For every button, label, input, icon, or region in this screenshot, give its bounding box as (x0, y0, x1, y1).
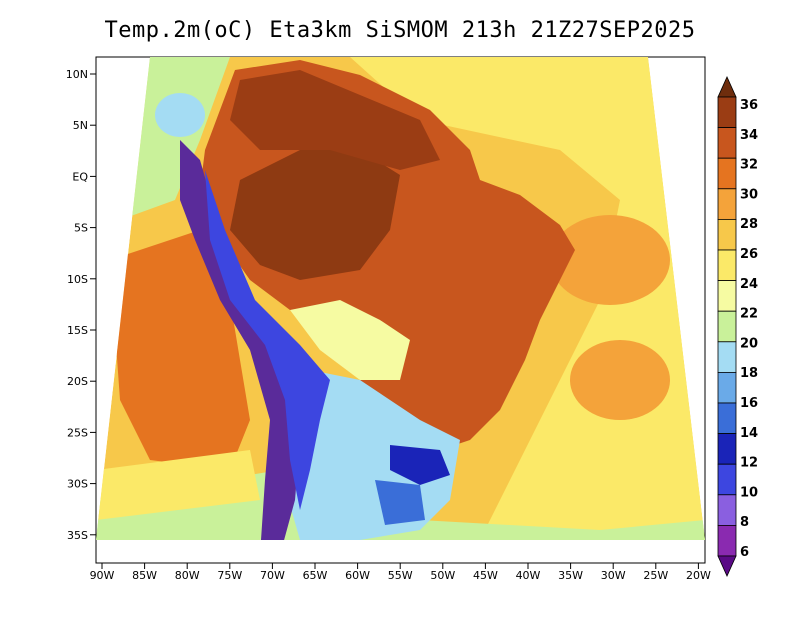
colorbar-label: 6 (740, 545, 749, 560)
pacific-light-blue (155, 93, 205, 137)
north-hot (230, 70, 440, 170)
andes-blue (205, 170, 330, 510)
colorbar-label: 30 (740, 187, 758, 202)
lat-label: 25S (67, 426, 88, 439)
colorbar-label: 26 (740, 247, 758, 262)
lon-label: 45W (473, 569, 498, 582)
uruguay-blue (375, 480, 425, 525)
colorbar-label: 12 (740, 456, 758, 471)
pacific-warm (110, 230, 250, 470)
lat-label: 35S (67, 529, 88, 542)
lon-label: 40W (516, 569, 541, 582)
colorbar-label: 18 (740, 366, 758, 381)
lat-label: 5N (73, 119, 88, 132)
colorbar-segment (717, 188, 737, 220)
atlantic-warm-patch (550, 215, 670, 305)
central-mild (290, 300, 410, 380)
colorbar-segment (717, 371, 737, 404)
lon-label: 80W (175, 569, 200, 582)
lon-label: 50W (430, 569, 455, 582)
lat-label: 20S (67, 375, 88, 388)
lat-label: 10N (66, 68, 88, 81)
lon-label: 60W (345, 569, 370, 582)
colorbar-top-arrow (717, 76, 737, 98)
colorbar-label: 36 (740, 98, 758, 113)
southern-mild (96, 450, 260, 520)
lon-label: 30W (601, 569, 626, 582)
colorbar-segment (717, 280, 737, 312)
colorbar-segment (717, 494, 737, 526)
colorbar-segment (717, 341, 737, 373)
colorbar-label: 14 (740, 426, 758, 441)
colorbar-label: 22 (740, 307, 758, 322)
colorbar-label: 34 (740, 128, 758, 143)
colorbar-label: 32 (740, 158, 758, 173)
colorbar: 36 34 32 30 28 26 24 22 20 18 16 14 12 10 8 6 (717, 76, 758, 577)
lon-label: 90W (90, 569, 115, 582)
amazon-very-hot (230, 150, 400, 280)
colorbar-label: 24 (740, 277, 758, 292)
south-brazil-cold (390, 445, 450, 485)
lat-label: 10S (67, 273, 88, 286)
lat-label: EQ (72, 170, 88, 183)
latitude-labels: 10N 5N EQ 5S 10S 15S 20S 25S 30S 35S (66, 68, 96, 542)
colorbar-label: 28 (740, 217, 758, 232)
map-title: Temp.2m(oC) Eta3km SiSMOM 213h 21Z27SEP2… (104, 18, 696, 43)
colorbar-segment (717, 96, 737, 129)
longitude-labels: 90W 85W 80W 75W 70W 65W 60W 55W 50W 45W 40W 35W 30W 2… (90, 563, 711, 582)
colorbar-segment (717, 127, 737, 159)
colorbar-segment (717, 157, 737, 190)
colorbar-label: 20 (740, 336, 758, 351)
colorbar-label: 8 (740, 515, 749, 530)
lat-label: 30S (67, 478, 88, 491)
lon-label: 70W (260, 569, 285, 582)
lon-label: 20W (686, 569, 711, 582)
temperature-field (96, 57, 705, 540)
colorbar-label: 10 (740, 485, 758, 500)
lat-label: 5S (74, 222, 88, 235)
colorbar-label: 16 (740, 396, 758, 411)
lon-label: 65W (303, 569, 328, 582)
lon-label: 55W (388, 569, 413, 582)
colorbar-segment (717, 310, 737, 343)
colorbar-segment (717, 218, 737, 251)
colorbar-segment (717, 525, 737, 557)
colorbar-segment (717, 463, 737, 496)
atlantic-warm-patch-2 (570, 340, 670, 420)
lon-label: 85W (132, 569, 157, 582)
colorbar-segment (717, 402, 737, 435)
colorbar-segment (717, 433, 737, 465)
lon-label: 35W (558, 569, 583, 582)
lon-label: 25W (643, 569, 668, 582)
colorbar-bottom-arrow (717, 555, 737, 577)
lon-label: 75W (217, 569, 242, 582)
lat-label: 15S (67, 324, 88, 337)
colorbar-segment (717, 249, 737, 282)
